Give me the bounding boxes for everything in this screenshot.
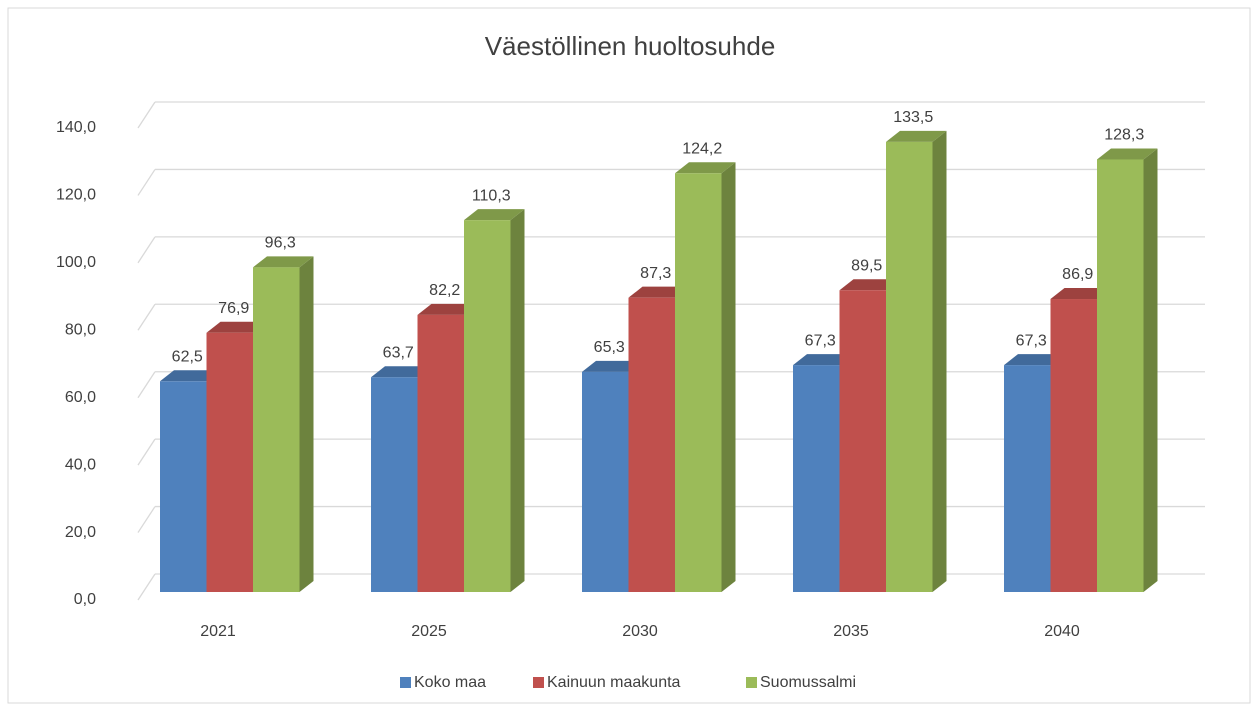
bar	[793, 365, 840, 592]
bar	[417, 314, 464, 592]
bar-top	[1004, 354, 1065, 366]
grid-line-depth	[137, 438, 156, 466]
y-tick-label: 20,0	[65, 524, 96, 541]
bar-top	[160, 370, 221, 382]
data-label: 110,3	[472, 187, 511, 204]
grid-line-depth	[137, 236, 156, 264]
bar-top	[886, 130, 947, 142]
legend-label: Suomussalmi	[760, 674, 856, 691]
bar-side	[932, 130, 947, 592]
y-tick-label: 40,0	[65, 456, 96, 473]
data-label: 89,5	[851, 257, 882, 274]
bar	[886, 141, 933, 592]
data-label: 76,9	[218, 300, 249, 317]
bar-top	[582, 360, 643, 372]
bar-top	[1097, 148, 1158, 160]
grid-line-depth	[137, 371, 156, 399]
grid-line-depth	[137, 303, 156, 331]
y-tick-label: 60,0	[65, 389, 96, 406]
bar-top	[206, 321, 267, 333]
bar	[160, 381, 207, 592]
data-label: 62,5	[172, 349, 203, 366]
data-label: 133,5	[893, 109, 933, 126]
bar-side	[510, 209, 525, 593]
chart-title: Väestöllinen huoltosuhde	[485, 31, 776, 61]
bar	[253, 267, 300, 592]
bar	[675, 173, 722, 593]
bar	[464, 220, 511, 593]
legend-swatch	[400, 677, 411, 688]
legend-label: Kainuun maakunta	[547, 674, 681, 691]
y-tick-label: 80,0	[65, 322, 96, 339]
data-label: 67,3	[1016, 332, 1047, 349]
bar-top	[628, 286, 689, 298]
x-tick-label: 2035	[833, 623, 869, 640]
bar-top	[417, 303, 478, 315]
bar	[1004, 365, 1051, 592]
data-label: 86,9	[1062, 266, 1093, 283]
x-tick-label: 2040	[1044, 623, 1080, 640]
bar-top	[464, 209, 525, 221]
data-label: 87,3	[640, 265, 671, 282]
y-tick-label: 0,0	[74, 591, 96, 608]
data-label: 96,3	[265, 235, 296, 252]
bar-top	[675, 162, 736, 174]
bar-side	[1143, 148, 1158, 592]
bar-top	[371, 366, 432, 378]
data-label: 82,2	[429, 282, 460, 299]
data-label: 124,2	[682, 140, 722, 157]
bar	[582, 371, 629, 592]
grid-line-depth	[137, 573, 156, 601]
bar-side	[721, 162, 736, 593]
x-tick-label: 2021	[200, 623, 236, 640]
data-label: 65,3	[594, 339, 625, 356]
bar-top	[1050, 288, 1111, 300]
y-tick-label: 100,0	[56, 254, 96, 271]
grid-line-depth	[137, 506, 156, 533]
grid-line-depth	[137, 101, 156, 129]
y-tick-label: 140,0	[56, 119, 96, 136]
x-tick-label: 2025	[411, 623, 447, 640]
bar	[839, 290, 886, 592]
grid-line-depth	[137, 169, 156, 196]
bar	[1097, 159, 1144, 592]
legend-label: Koko maa	[414, 674, 486, 691]
bar	[628, 297, 675, 592]
bar-top	[839, 279, 900, 291]
data-label: 63,7	[383, 344, 414, 361]
bar	[371, 377, 418, 592]
legend-swatch	[533, 677, 544, 688]
bar-side	[299, 256, 314, 592]
data-label: 128,3	[1104, 127, 1144, 144]
y-tick-label: 120,0	[56, 187, 96, 204]
legend-swatch	[746, 677, 757, 688]
bar-top	[793, 354, 854, 366]
bar	[1050, 299, 1097, 592]
x-tick-label: 2030	[622, 623, 658, 640]
bar	[206, 332, 253, 592]
bar-top	[253, 256, 314, 268]
data-label: 67,3	[805, 332, 836, 349]
